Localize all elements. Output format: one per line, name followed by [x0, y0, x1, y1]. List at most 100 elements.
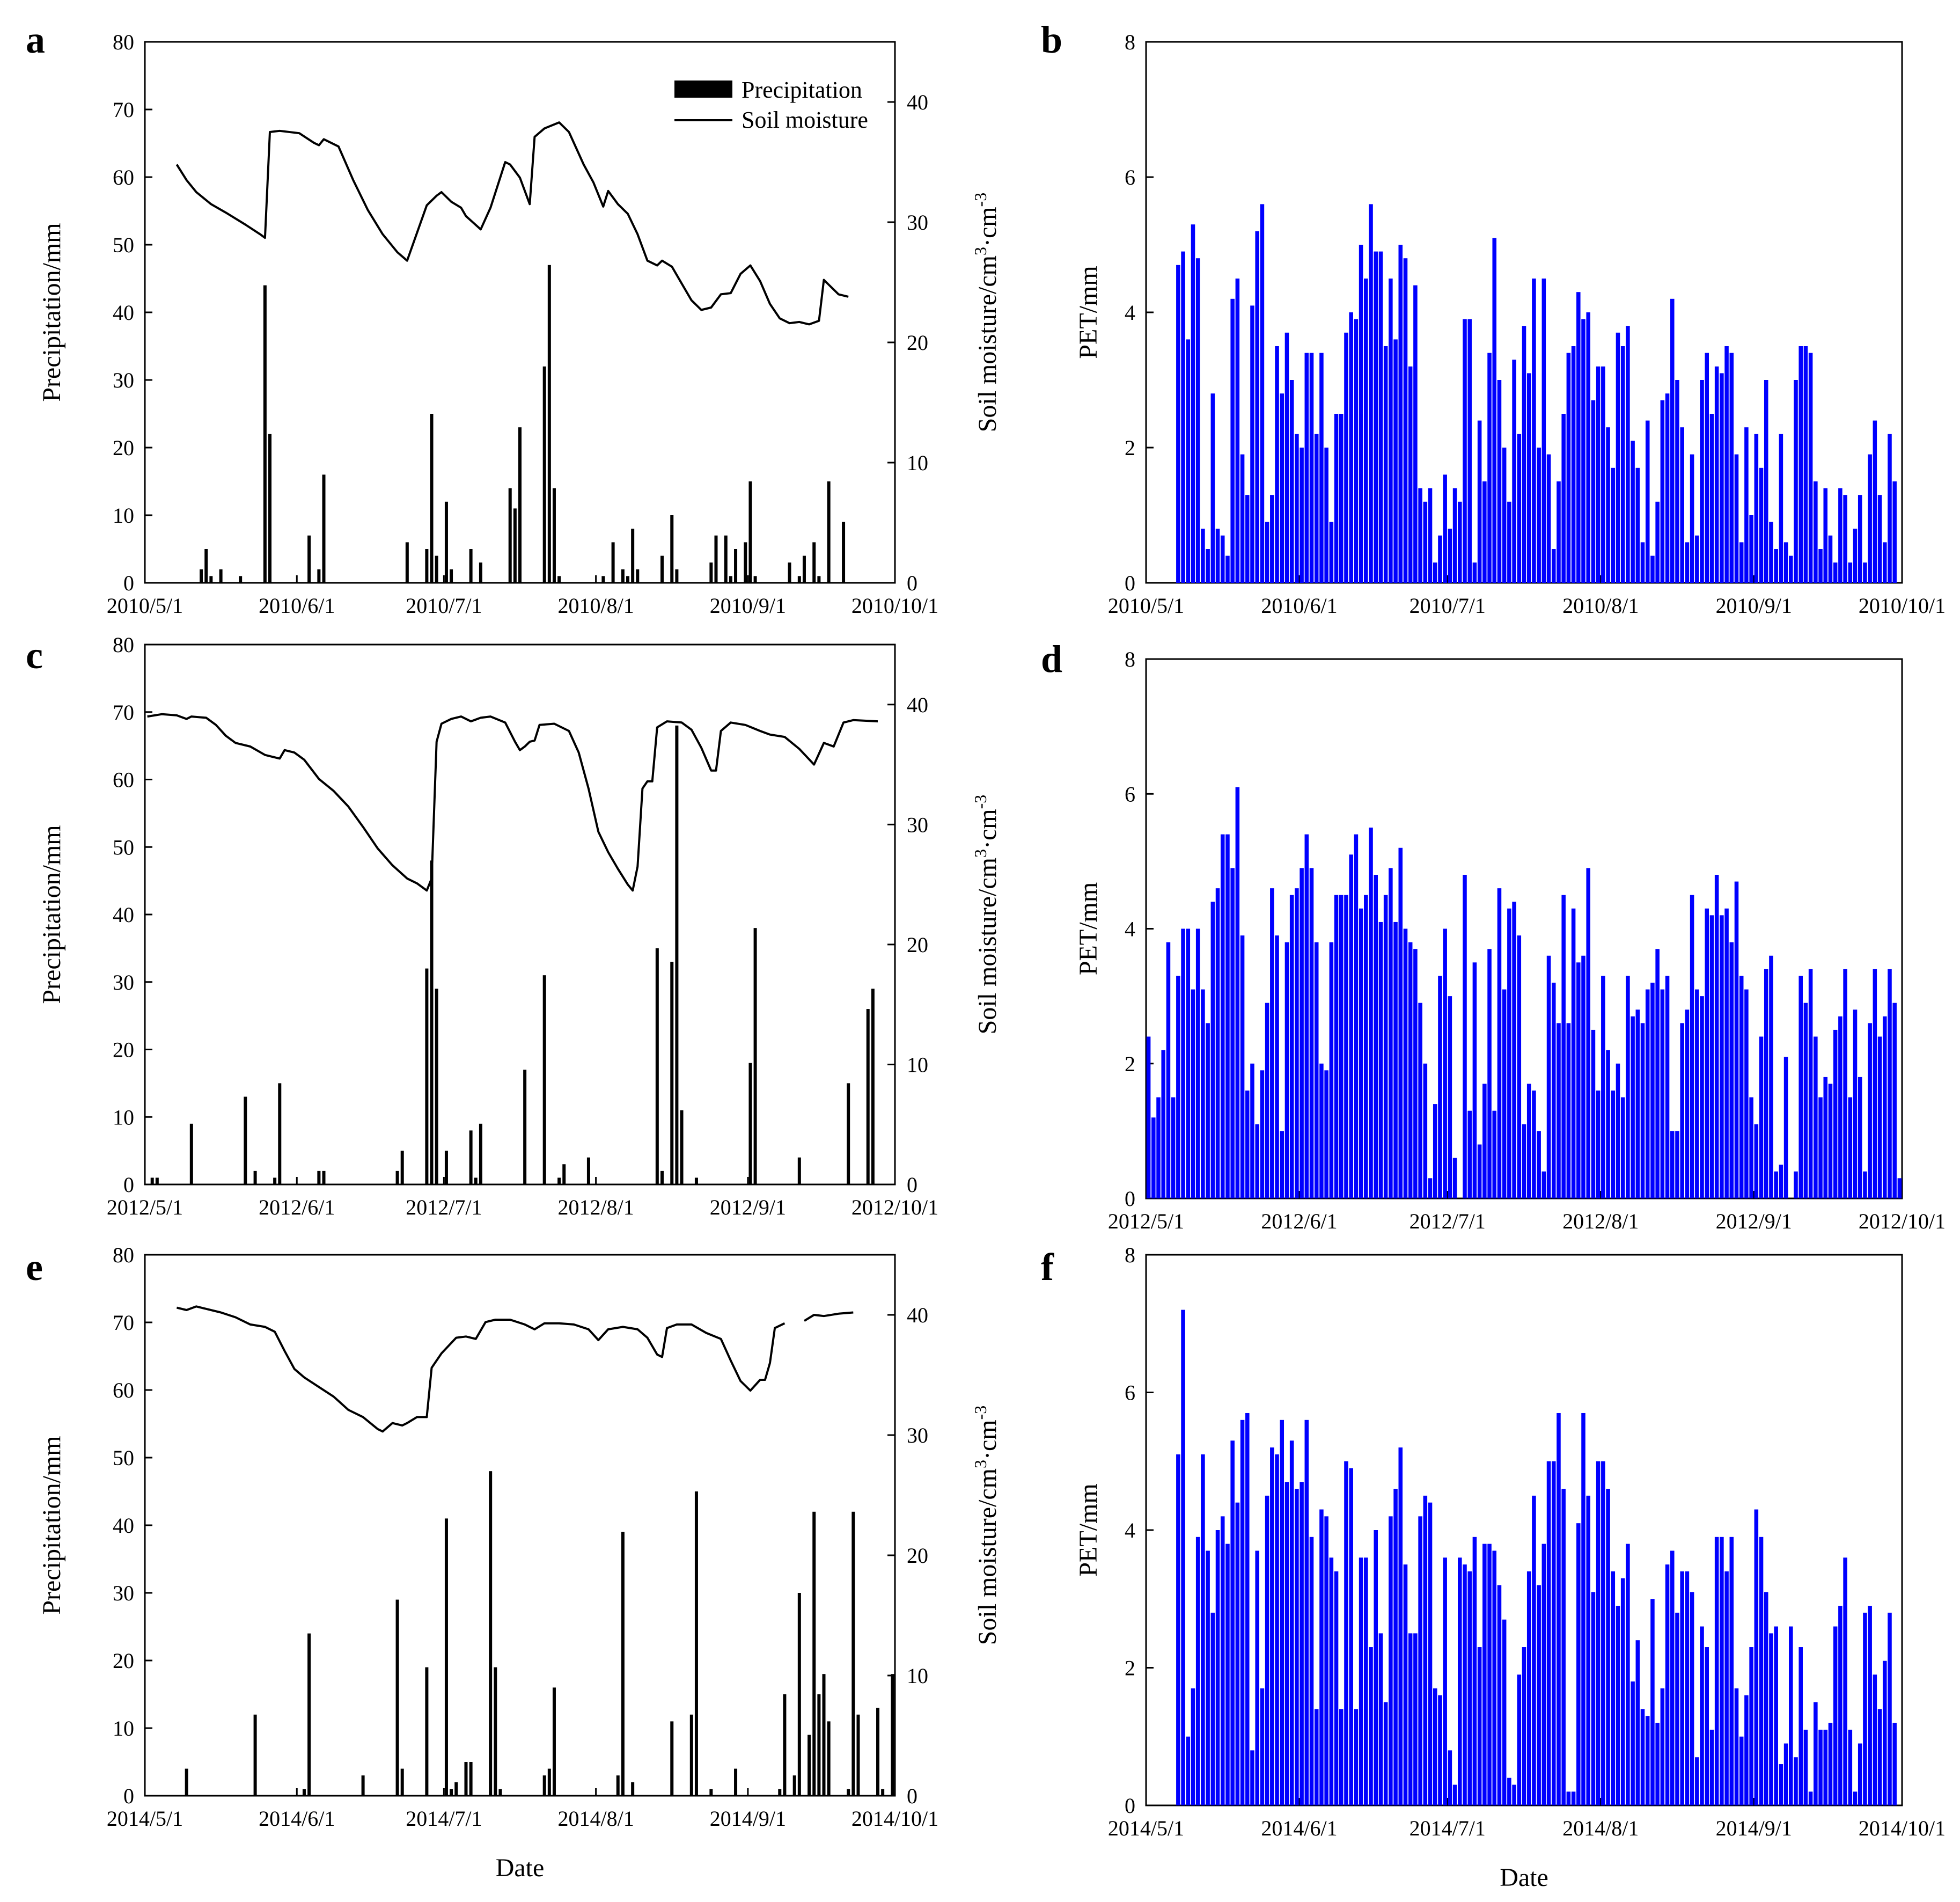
precipitation-bar [557, 576, 561, 583]
precipitation-bar [150, 1177, 154, 1184]
precipitation-bar [278, 1083, 282, 1184]
pet-bar [1863, 1612, 1867, 1805]
pet-bar [1482, 481, 1487, 583]
pet-bar [1487, 949, 1492, 1198]
pet-bar [1734, 1688, 1739, 1805]
pet-bar [1220, 834, 1225, 1198]
pet-bar [1186, 1736, 1191, 1805]
pet-bar [1882, 1016, 1887, 1198]
pet-bar [1463, 319, 1467, 583]
precipitation-bar [400, 1151, 404, 1184]
pet-bar [1566, 353, 1571, 583]
precipitation-bar [778, 1789, 782, 1796]
pet-bar [1892, 1003, 1897, 1198]
pet-bar [1798, 346, 1803, 583]
x-tick-label: 2012/8/1 [558, 1195, 634, 1219]
precipitation-bar [729, 576, 732, 583]
panel-letter-a: a [26, 18, 45, 61]
precipitation-bar [866, 1009, 870, 1184]
pet-bar [1389, 868, 1393, 1198]
pet-bar [1349, 854, 1353, 1198]
precipitation-bar [469, 549, 473, 583]
pet-bar [1749, 515, 1753, 583]
pet-bar [1764, 1592, 1768, 1805]
pet-bar [1779, 1165, 1783, 1198]
precipitation-bar [547, 1768, 551, 1796]
pet-bar [1591, 400, 1596, 583]
x-tick-label: 2014/9/1 [710, 1806, 786, 1831]
pet-bar [1640, 542, 1645, 583]
pet-bar [1541, 1171, 1546, 1198]
pet-bar [1369, 204, 1373, 583]
pet-bar [1507, 908, 1511, 1198]
soil-moisture-line-segment [803, 1311, 854, 1322]
pet-bar [1729, 942, 1734, 1198]
pet-bar [1186, 339, 1191, 583]
y-tick-label: 30 [113, 970, 134, 994]
pet-bar [1403, 258, 1408, 583]
pet-bar [1344, 332, 1348, 583]
pet-bar [1581, 1413, 1585, 1805]
precipitation-bar [395, 1599, 399, 1796]
precipitation-bar [552, 488, 556, 583]
pet-bar [1828, 1084, 1833, 1198]
precipitation-bar [547, 265, 551, 583]
pet-bar [1620, 1578, 1625, 1805]
y-tick-label: 4 [1125, 917, 1135, 941]
pet-bar [1452, 1158, 1457, 1198]
pet-bar [1853, 1791, 1858, 1805]
pet-bar [1650, 1599, 1655, 1805]
y-tick-label: 40 [113, 1513, 134, 1538]
pet-bar [1458, 1557, 1462, 1805]
pet-bar [1438, 976, 1442, 1198]
pet-bar [1685, 542, 1690, 583]
pet-bar [1443, 928, 1447, 1198]
precipitation-bar [542, 1775, 546, 1796]
pet-bar [1551, 1461, 1556, 1805]
pet-bar [1507, 1777, 1511, 1805]
pet-bar [1522, 1124, 1526, 1198]
pet-bar [1645, 420, 1650, 583]
chart-panel-f: f 0 2 4 6 8 2014/5/1 2014/6/1 2014/7/1 2014/8/1 20… [1041, 1243, 1946, 1892]
pet-bar [1833, 1626, 1838, 1805]
y-tick-label: 70 [113, 700, 134, 725]
pet-bar [1225, 834, 1230, 1198]
y-right-tick-label: 20 [907, 331, 928, 355]
y-tick-label: 0 [1125, 1187, 1135, 1211]
pet-bar [1477, 420, 1482, 583]
precipitation-bar [302, 1789, 306, 1796]
panel-letter-f: f [1041, 1246, 1054, 1289]
pet-bar [1176, 976, 1180, 1198]
precipitation-bar [797, 576, 801, 583]
pet-bar [1324, 1516, 1328, 1805]
pet-bar [1794, 1171, 1798, 1198]
pet-bar [1339, 895, 1344, 1198]
pet-bar [1235, 279, 1240, 583]
pet-bar [1275, 935, 1279, 1198]
x-tick-label: 2010/10/1 [851, 594, 938, 618]
pet-bar [1300, 1482, 1304, 1805]
pet-bar [1517, 434, 1522, 583]
pet-bar [1853, 529, 1858, 583]
precipitation-bar [797, 1157, 801, 1184]
precipitation-bar [636, 569, 640, 583]
pet-bar [1739, 1736, 1744, 1805]
y-tick-label: 2 [1125, 436, 1135, 460]
pet-bar [1759, 1036, 1764, 1198]
soil-moisture-line [175, 121, 849, 326]
pet-bar [1497, 888, 1502, 1198]
x-tick-label: 2010/7/1 [406, 594, 482, 618]
y-tick-label: 60 [113, 165, 134, 189]
pet-bar [1665, 1564, 1670, 1805]
pet-bar [1463, 1564, 1467, 1805]
pet-bar [1537, 1585, 1541, 1805]
x-tick-label: 2012/5/1 [107, 1195, 183, 1219]
pet-bar [1215, 529, 1220, 583]
y-axis-label: PET/mm [1074, 882, 1103, 975]
precipitation-bar [557, 1177, 561, 1184]
pet-bar [1591, 1592, 1596, 1805]
y-axis-left-label: Precipitation/mm [38, 825, 66, 1004]
pet-bar [1690, 454, 1694, 583]
pet-bar [1705, 1647, 1709, 1805]
panel-letter-c: c [26, 634, 43, 677]
